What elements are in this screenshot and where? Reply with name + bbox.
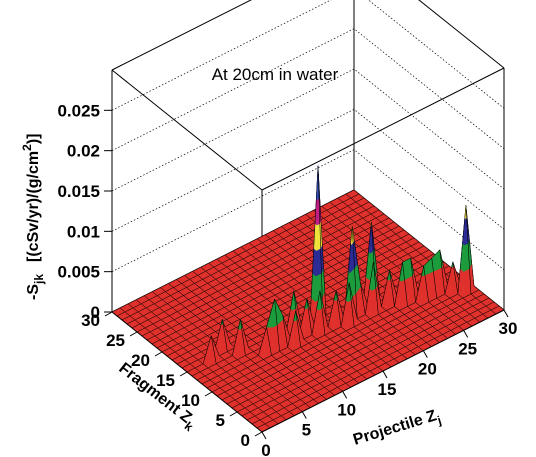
z-title-sup: 2 <box>20 144 34 151</box>
z-tick-label: 0.025 <box>57 101 100 120</box>
y-tick-label: 25 <box>106 331 125 350</box>
z-axis-title: -Sjk [(cSv/yr)/(g/cm2)] <box>20 134 46 301</box>
y-tick <box>104 311 113 317</box>
y-tick-label: 0 <box>241 431 250 450</box>
y-tick-label: 15 <box>156 371 175 390</box>
x-tick-label: 30 <box>499 319 518 338</box>
chart-title: At 20cm in water <box>212 65 339 84</box>
z-tick-label: 0.02 <box>67 142 100 161</box>
y-tick-label: 30 <box>81 311 100 330</box>
x-tick-label: 15 <box>378 380 397 399</box>
x-tick-label: 5 <box>302 421 311 440</box>
grid-line <box>111 28 505 151</box>
z-title-end: )] <box>25 134 42 145</box>
y-tick <box>254 431 263 437</box>
y-tick-label: 20 <box>131 351 150 370</box>
x-title-sub: j <box>435 413 443 428</box>
y-tick <box>129 331 138 337</box>
x-tick <box>382 370 388 379</box>
x-tick <box>463 330 469 338</box>
box-edge <box>261 67 505 191</box>
grid-line <box>111 149 505 272</box>
z-tick-label: 0.01 <box>67 222 100 241</box>
y-tick <box>229 411 238 417</box>
z-tick-label: 0.015 <box>57 182 100 201</box>
z-title-main: -S <box>25 284 42 300</box>
x-title-main: Projectile Z <box>351 407 439 449</box>
y-tick <box>179 371 188 377</box>
x-tick <box>342 391 348 399</box>
y-tick <box>204 391 213 397</box>
x-tick <box>261 431 267 440</box>
box-edge <box>418 0 505 69</box>
y-tick-label: 10 <box>181 391 200 410</box>
x-tick <box>301 411 307 419</box>
box-edge <box>111 0 252 71</box>
z-tick-label: 0 <box>91 303 100 322</box>
grid-line <box>111 108 505 232</box>
x-tick <box>503 309 509 318</box>
surface-band <box>460 243 465 272</box>
grid-line <box>111 68 505 192</box>
grid-line <box>111 0 505 111</box>
x-tick <box>422 350 428 358</box>
box-edge <box>111 69 263 191</box>
y-tick-label: 5 <box>216 411 225 430</box>
z-title-unit: [(cSv/yr)/(g/cm <box>25 151 42 262</box>
x-tick-label: 0 <box>261 441 270 457</box>
x-tick-label: 25 <box>458 339 477 358</box>
x-tick-label: 10 <box>337 400 356 419</box>
y-tick <box>154 351 163 357</box>
z-tick-label: 0.005 <box>57 263 100 282</box>
x-tick-label: 20 <box>418 360 437 379</box>
z-title-sub: jk <box>32 274 46 285</box>
x-axis-title: Projectile Zj <box>351 406 443 452</box>
